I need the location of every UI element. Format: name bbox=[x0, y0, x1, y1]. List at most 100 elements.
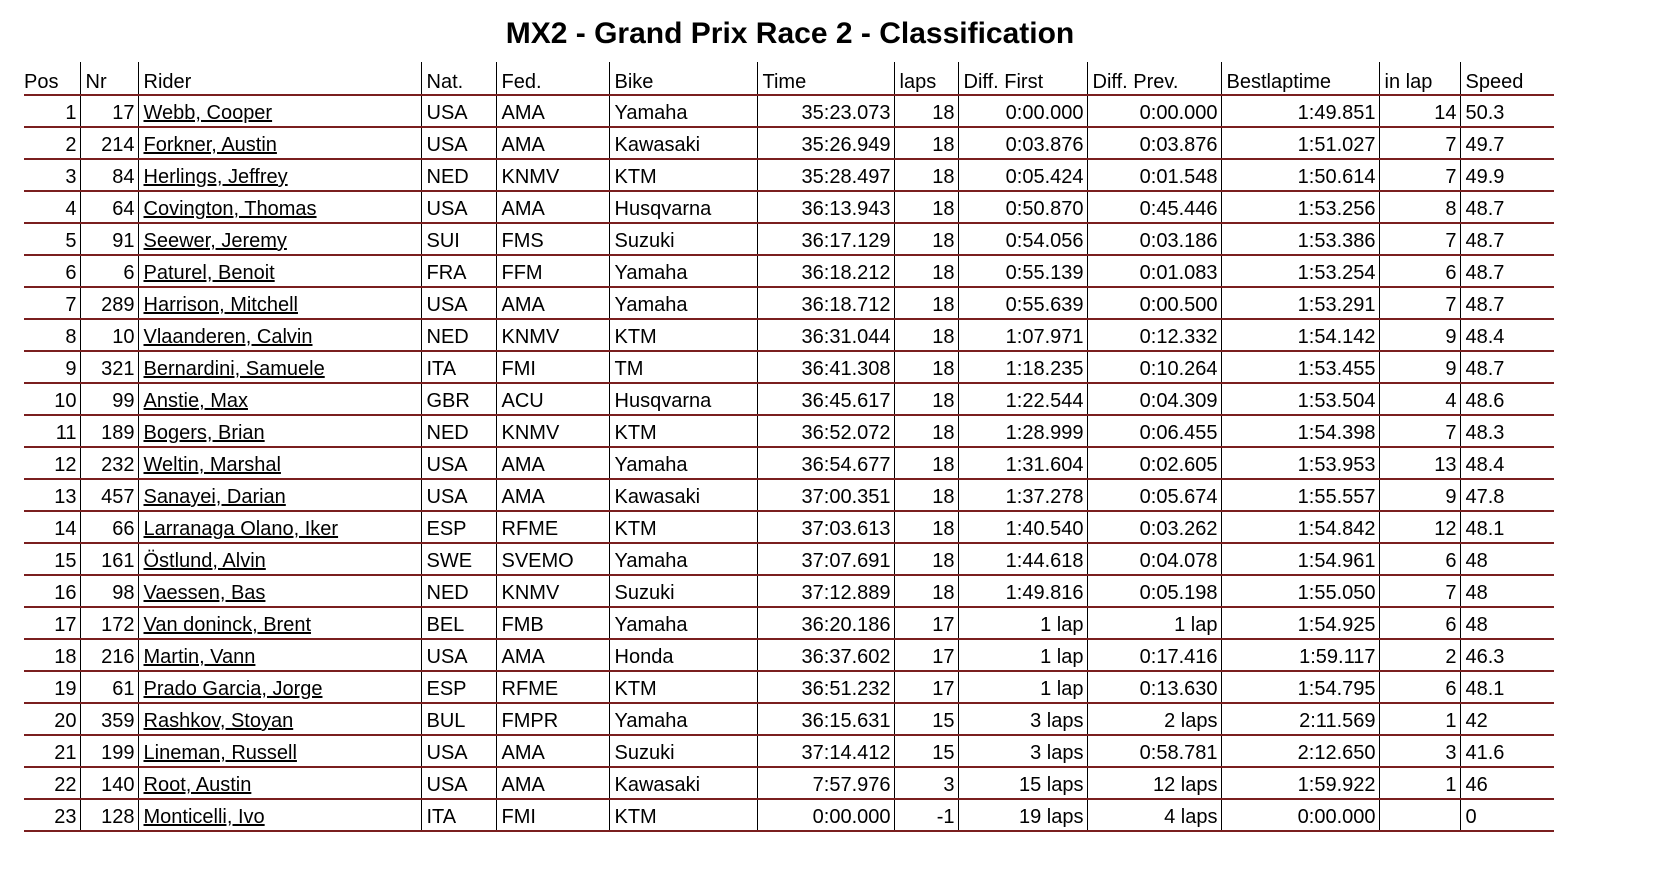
column-header-in-lap: in lap bbox=[1378, 62, 1460, 96]
cell-rider: Monticelli, Ivo bbox=[138, 799, 422, 832]
rider-link[interactable]: Rashkov, Stoyan bbox=[143, 710, 294, 732]
rider-link[interactable]: Vaessen, Bas bbox=[143, 582, 266, 604]
rider-link[interactable]: Covington, Thomas bbox=[143, 198, 317, 220]
cell-time: 36:18.712 bbox=[757, 287, 895, 320]
cell-rider: Covington, Thomas bbox=[138, 191, 422, 224]
cell-nr: 457 bbox=[80, 479, 139, 512]
cell-bike: Yamaha bbox=[609, 543, 758, 576]
rider-link[interactable]: Anstie, Max bbox=[143, 390, 248, 412]
cell-bike: Yamaha bbox=[609, 95, 758, 128]
cell-diff-prev: 0:04.078 bbox=[1087, 543, 1222, 576]
column-header-diff-first: Diff. First bbox=[957, 62, 1087, 96]
table-row: 10 99 Anstie, Max GBR ACU Husqvarna 36:45.617 1… bbox=[24, 383, 1554, 416]
cell-pos: 9 bbox=[24, 351, 81, 384]
rider-link[interactable]: Seewer, Jeremy bbox=[143, 230, 287, 252]
cell-fed: FMB bbox=[496, 607, 610, 640]
cell-nat: ITA bbox=[421, 799, 497, 832]
rider-link[interactable]: Herlings, Jeffrey bbox=[143, 166, 288, 188]
classification-table: Pos Nr Rider Nat. Fed. Bike Time laps Di… bbox=[24, 62, 1554, 832]
rider-link[interactable]: Weltin, Marshal bbox=[143, 454, 281, 476]
cell-speed: 46 bbox=[1460, 767, 1554, 800]
cell-nr: 199 bbox=[80, 735, 139, 768]
cell-rider: Bernardini, Samuele bbox=[138, 351, 422, 384]
cell-nat: BUL bbox=[421, 703, 497, 736]
cell-nr: 6 bbox=[80, 255, 139, 288]
rider-link[interactable]: Vlaanderen, Calvin bbox=[143, 326, 313, 348]
cell-nr: 91 bbox=[80, 223, 139, 256]
cell-diff-first: 0:55.139 bbox=[958, 255, 1088, 288]
table-row: 13 457 Sanayei, Darian USA AMA Kawasaki 37:00.… bbox=[24, 479, 1554, 512]
cell-diff-first: 1 lap bbox=[958, 607, 1088, 640]
cell-rider: Vaessen, Bas bbox=[138, 575, 422, 608]
cell-in-lap: 1 bbox=[1379, 767, 1461, 800]
cell-rider: Van doninck, Brent bbox=[138, 607, 422, 640]
rider-link[interactable]: Larranaga Olano, Iker bbox=[143, 518, 339, 540]
cell-nr: 359 bbox=[80, 703, 139, 736]
rider-link[interactable]: Sanayei, Darian bbox=[143, 486, 286, 508]
rider-link[interactable]: Martin, Vann bbox=[143, 646, 256, 668]
cell-diff-first: 1:22.544 bbox=[958, 383, 1088, 416]
cell-pos: 20 bbox=[24, 703, 81, 736]
cell-diff-prev: 0:00.500 bbox=[1087, 287, 1222, 320]
cell-diff-prev: 0:01.548 bbox=[1087, 159, 1222, 192]
cell-nr: 232 bbox=[80, 447, 139, 480]
cell-time: 7:57.976 bbox=[757, 767, 895, 800]
cell-pos: 2 bbox=[24, 127, 81, 160]
rider-link[interactable]: Harrison, Mitchell bbox=[143, 294, 298, 316]
rider-link[interactable]: Webb, Cooper bbox=[143, 102, 273, 124]
cell-pos: 19 bbox=[24, 671, 81, 704]
cell-in-lap: 13 bbox=[1379, 447, 1461, 480]
rider-link[interactable]: Bogers, Brian bbox=[143, 422, 265, 444]
cell-nat: USA bbox=[421, 479, 497, 512]
cell-bike: KTM bbox=[609, 319, 758, 352]
rider-link[interactable]: Van doninck, Brent bbox=[143, 614, 312, 636]
cell-rider: Martin, Vann bbox=[138, 639, 422, 672]
cell-diff-first: 3 laps bbox=[958, 735, 1088, 768]
rider-link[interactable]: Lineman, Russell bbox=[143, 742, 297, 764]
cell-fed: KNMV bbox=[496, 575, 610, 608]
rider-link[interactable]: Östlund, Alvin bbox=[143, 550, 266, 572]
cell-speed: 49.9 bbox=[1460, 159, 1554, 192]
cell-speed: 48 bbox=[1460, 575, 1554, 608]
cell-nr: 17 bbox=[80, 95, 139, 128]
cell-pos: 7 bbox=[24, 287, 81, 320]
table-row: 12 232 Weltin, Marshal USA AMA Yamaha 36:54.67… bbox=[24, 447, 1554, 480]
cell-nat: FRA bbox=[421, 255, 497, 288]
cell-fed: AMA bbox=[496, 191, 610, 224]
cell-nr: 99 bbox=[80, 383, 139, 416]
cell-speed: 41.6 bbox=[1460, 735, 1554, 768]
column-header-speed: Speed bbox=[1459, 62, 1554, 96]
cell-fed: AMA bbox=[496, 95, 610, 128]
column-header-nat: Nat. bbox=[420, 62, 496, 96]
cell-bestlaptime: 1:59.922 bbox=[1221, 767, 1380, 800]
rider-link[interactable]: Prado Garcia, Jorge bbox=[143, 678, 323, 700]
cell-time: 37:12.889 bbox=[757, 575, 895, 608]
cell-speed: 48.7 bbox=[1460, 191, 1554, 224]
cell-laps: 18 bbox=[894, 575, 959, 608]
cell-time: 35:23.073 bbox=[757, 95, 895, 128]
cell-laps: 17 bbox=[894, 671, 959, 704]
rider-link[interactable]: Root, Austin bbox=[143, 774, 252, 796]
cell-rider: Rashkov, Stoyan bbox=[138, 703, 422, 736]
rider-link[interactable]: Paturel, Benoit bbox=[143, 262, 275, 284]
cell-diff-prev: 4 laps bbox=[1087, 799, 1222, 832]
cell-nat: ESP bbox=[421, 671, 497, 704]
cell-speed: 48.1 bbox=[1460, 671, 1554, 704]
cell-pos: 15 bbox=[24, 543, 81, 576]
rider-link[interactable]: Bernardini, Samuele bbox=[143, 358, 325, 380]
rider-link[interactable]: Monticelli, Ivo bbox=[143, 806, 265, 828]
column-header-bestlaptime: Bestlaptime bbox=[1220, 62, 1379, 96]
cell-speed: 48.3 bbox=[1460, 415, 1554, 448]
cell-speed: 48.6 bbox=[1460, 383, 1554, 416]
cell-nat: ITA bbox=[421, 351, 497, 384]
cell-laps: -1 bbox=[894, 799, 959, 832]
cell-rider: Lineman, Russell bbox=[138, 735, 422, 768]
cell-diff-first: 0:50.870 bbox=[958, 191, 1088, 224]
cell-time: 35:26.949 bbox=[757, 127, 895, 160]
cell-bestlaptime: 1:53.504 bbox=[1221, 383, 1380, 416]
table-row: 11 189 Bogers, Brian NED KNMV KTM 36:52.072 18 1… bbox=[24, 415, 1554, 448]
cell-time: 36:54.677 bbox=[757, 447, 895, 480]
cell-nr: 10 bbox=[80, 319, 139, 352]
rider-link[interactable]: Forkner, Austin bbox=[143, 134, 277, 156]
cell-diff-first: 1:31.604 bbox=[958, 447, 1088, 480]
